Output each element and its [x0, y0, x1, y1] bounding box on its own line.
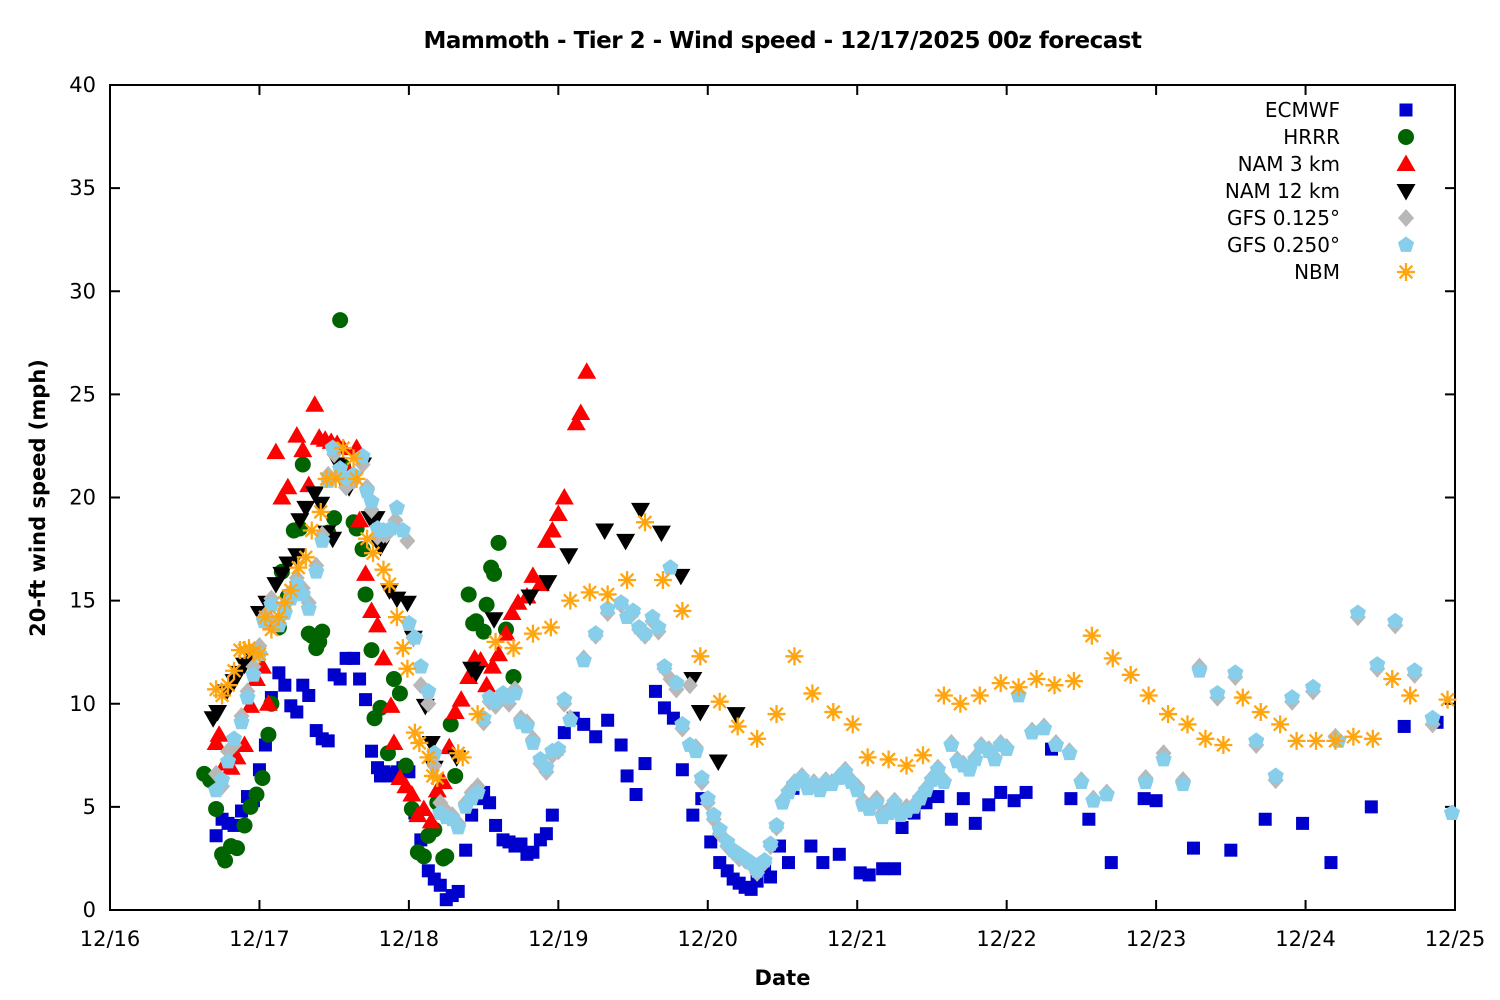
legend-label-gfs0125: GFS 0.125°	[1227, 205, 1340, 230]
series-nbm	[207, 439, 1457, 787]
series-gfs-0-250-	[208, 439, 1461, 878]
y-tick-label: 35	[69, 176, 96, 200]
x-tick-label: 12/19	[528, 927, 589, 951]
legend-label-nam3km: NAM 3 km	[1237, 151, 1340, 176]
legend-label-ecmwf: ECMWF	[1264, 97, 1340, 122]
legend-label-gfs0250: GFS 0.250°	[1227, 232, 1340, 257]
x-tick-label: 12/17	[229, 927, 290, 951]
y-tick-label: 15	[69, 589, 96, 613]
gfs0250-pentagon-icon	[1340, 233, 1450, 257]
x-tick-label: 12/22	[976, 927, 1037, 951]
legend-label-hrrr: HRRR	[1283, 124, 1340, 149]
x-tick-label: 12/16	[80, 927, 141, 951]
legend-item-gfs0250: GFS 0.250°	[1040, 231, 1450, 258]
legend-item-hrrr: HRRR	[1040, 123, 1450, 150]
nam12km-triangle-down-icon	[1340, 179, 1450, 203]
y-tick-label: 10	[69, 692, 96, 716]
hrrr-circle-icon	[1340, 125, 1450, 149]
y-tick-label: 0	[83, 898, 96, 922]
y-tick-label: 30	[69, 279, 96, 303]
legend-label-nbm: NBM	[1294, 259, 1340, 284]
legend-item-gfs0125: GFS 0.125°	[1040, 204, 1450, 231]
x-tick-label: 12/21	[827, 927, 888, 951]
gfs0125-diamond-icon	[1340, 206, 1450, 230]
nbm-asterisk-icon	[1340, 260, 1450, 284]
x-tick-label: 12/18	[379, 927, 440, 951]
x-tick-label: 12/24	[1275, 927, 1336, 951]
x-tick-label: 12/23	[1126, 927, 1187, 951]
nam3km-triangle-up-icon	[1340, 152, 1450, 176]
ecmwf-square-icon	[1340, 98, 1450, 122]
legend-item-ecmwf: ECMWF	[1040, 96, 1450, 123]
x-tick-label: 12/25	[1425, 927, 1486, 951]
y-tick-label: 20	[69, 486, 96, 510]
y-tick-label: 5	[83, 795, 96, 819]
chart-title: Mammoth - Tier 2 - Wind speed - 12/17/20…	[423, 28, 1142, 54]
legend: ECMWF HRRR NAM 3 km NAM 12 km GFS 0.125°…	[1040, 96, 1450, 285]
y-tick-label: 25	[69, 382, 96, 406]
legend-item-nam3km: NAM 3 km	[1040, 150, 1450, 177]
x-axis-label: Date	[754, 966, 811, 990]
legend-label-nam12km: NAM 12 km	[1224, 178, 1340, 203]
y-tick-label: 40	[69, 73, 96, 97]
x-tick-label: 12/20	[678, 927, 739, 951]
legend-item-nbm: NBM	[1040, 258, 1450, 285]
legend-item-nam12km: NAM 12 km	[1040, 177, 1450, 204]
